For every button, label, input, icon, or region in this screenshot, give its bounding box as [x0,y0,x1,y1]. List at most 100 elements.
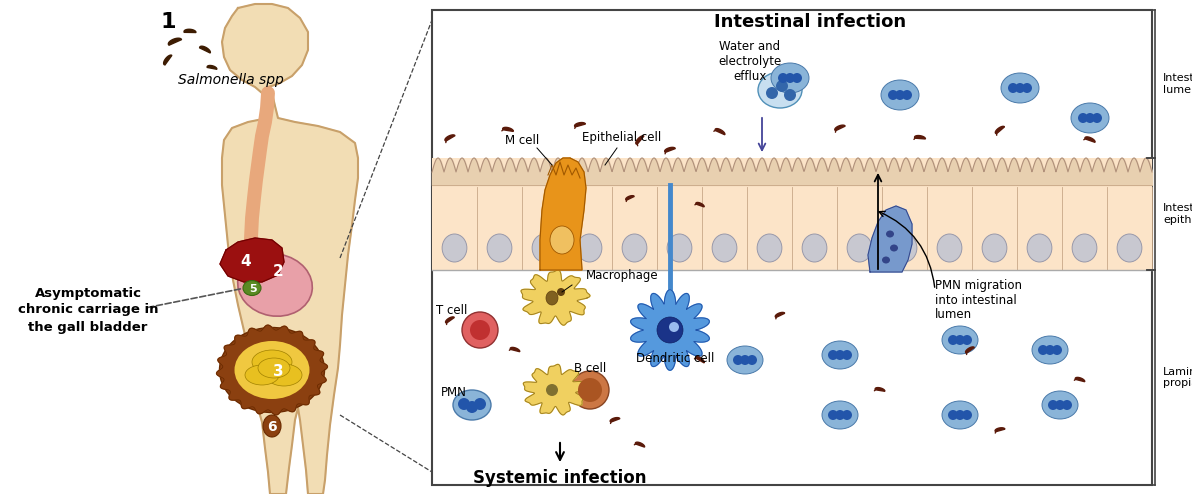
Text: 5: 5 [249,284,256,294]
Ellipse shape [982,234,1007,262]
Circle shape [888,90,898,100]
Polygon shape [868,206,912,272]
Ellipse shape [453,390,491,420]
Ellipse shape [219,328,324,412]
Ellipse shape [235,341,310,399]
Ellipse shape [257,358,290,378]
Circle shape [962,335,971,345]
Circle shape [836,350,845,360]
Ellipse shape [1072,234,1097,262]
Ellipse shape [942,401,977,429]
Text: 6: 6 [267,420,277,434]
Ellipse shape [822,401,858,429]
Circle shape [1045,345,1055,355]
Circle shape [778,73,788,83]
Ellipse shape [1001,73,1039,103]
Ellipse shape [881,80,919,110]
Circle shape [470,320,490,340]
Ellipse shape [546,384,558,396]
Polygon shape [446,317,454,323]
Ellipse shape [442,234,467,262]
Circle shape [571,371,609,409]
Polygon shape [626,196,634,200]
Circle shape [895,90,905,100]
Ellipse shape [668,234,691,262]
Text: Intestinal infection: Intestinal infection [714,13,906,31]
Text: Asymptomatic
chronic carriage in
the gall bladder: Asymptomatic chronic carriage in the gal… [18,287,159,333]
Bar [432,10,1151,485]
Polygon shape [875,388,884,391]
Polygon shape [635,136,644,144]
Polygon shape [503,127,514,131]
Ellipse shape [1032,336,1068,364]
Polygon shape [834,125,845,130]
Text: PMN: PMN [441,386,467,400]
Polygon shape [222,4,358,494]
Text: 4: 4 [241,254,252,270]
Polygon shape [715,128,725,135]
Text: Macrophage: Macrophage [586,270,659,283]
Ellipse shape [557,288,565,296]
Circle shape [786,73,795,83]
Circle shape [1092,113,1101,123]
Circle shape [747,355,757,365]
Ellipse shape [263,415,281,437]
Polygon shape [635,442,645,447]
Ellipse shape [892,234,917,262]
Polygon shape [995,428,1005,432]
Polygon shape [696,203,704,207]
Ellipse shape [1028,234,1051,262]
Circle shape [1053,345,1062,355]
Circle shape [458,398,470,410]
Ellipse shape [1042,391,1078,419]
Ellipse shape [822,341,858,369]
Circle shape [955,410,966,420]
Ellipse shape [237,254,312,316]
Ellipse shape [246,365,279,385]
Polygon shape [631,289,709,370]
Ellipse shape [882,256,890,263]
Circle shape [466,401,478,413]
Circle shape [1062,400,1072,410]
Text: T cell: T cell [436,303,467,317]
Ellipse shape [532,234,557,262]
Circle shape [1016,83,1025,93]
Text: Intestinal
lumen: Intestinal lumen [1163,73,1192,95]
Text: M cell: M cell [505,133,539,147]
Ellipse shape [1070,103,1109,133]
Text: 1: 1 [160,12,175,32]
Ellipse shape [577,234,602,262]
Text: Dendritic cell: Dendritic cell [637,352,714,365]
Polygon shape [221,238,284,282]
Text: Systemic infection: Systemic infection [473,469,647,487]
Circle shape [578,378,602,402]
Polygon shape [610,417,620,422]
Ellipse shape [757,234,782,262]
Polygon shape [168,38,181,45]
Circle shape [657,317,683,343]
Circle shape [1022,83,1032,93]
Ellipse shape [252,350,292,374]
Circle shape [828,410,838,420]
Text: Lamina
propia: Lamina propia [1163,367,1192,388]
Polygon shape [665,147,676,152]
Polygon shape [521,270,590,325]
Ellipse shape [937,234,962,262]
Polygon shape [207,66,217,69]
Text: B cell: B cell [573,362,606,374]
Ellipse shape [727,346,763,374]
Ellipse shape [622,234,647,262]
Polygon shape [775,312,784,318]
Polygon shape [163,55,172,65]
Text: Epithelial cell: Epithelial cell [583,131,662,145]
Ellipse shape [546,291,558,305]
Circle shape [1055,400,1064,410]
Ellipse shape [758,72,802,108]
Circle shape [766,87,778,99]
Circle shape [962,410,971,420]
Circle shape [669,322,679,332]
Ellipse shape [1117,234,1142,262]
Polygon shape [510,347,520,352]
Polygon shape [445,135,455,141]
Text: 2: 2 [273,264,284,280]
